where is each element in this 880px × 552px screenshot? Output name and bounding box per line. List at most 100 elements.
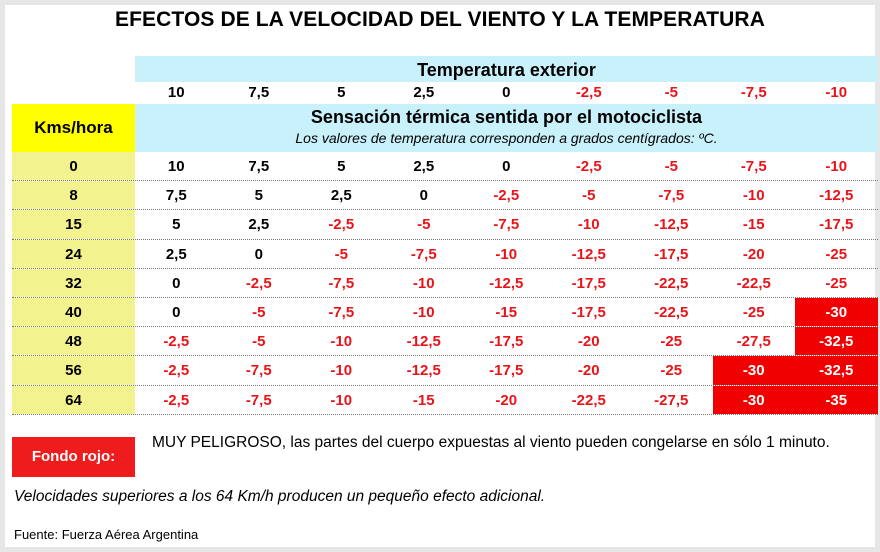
table-row: 64 -2,5 -7,5 -10 -15 -20 -22,5 -27,5 -30 -35 — [12, 385, 878, 415]
sensation-cell: -25 — [660, 362, 683, 380]
table-row: 56 -2,5 -7,5 -10 -12,5 -17,5 -20 -25 -30 -32,5 — [12, 356, 878, 386]
temp-header-cell: 5 — [337, 84, 346, 101]
sensation-cell: -25 — [825, 274, 848, 292]
sensation-cell: -10 — [330, 333, 353, 351]
table-row: 24 2,5 0 -5 -7,5 -10 -12,5 -17,5 -20 -25 — [12, 239, 878, 269]
sensation-cell: -25 — [825, 245, 848, 263]
sensation-cell: -35 — [795, 385, 878, 414]
sensation-cell: -15 — [412, 391, 435, 409]
sensation-cell: 2,5 — [165, 245, 187, 263]
sensation-cell: -20 — [577, 333, 600, 351]
sensation-cell: -7,5 — [245, 362, 272, 380]
sensation-cell: -5 — [582, 187, 596, 205]
legend-description: MUY PELIGROSO, las partes del cuerpo exp… — [152, 434, 830, 451]
sensation-header: Sensación térmica sentida por el motocic… — [135, 104, 878, 152]
sensation-cell: 0 — [172, 304, 181, 321]
temp-header-cell: 10 — [167, 84, 185, 101]
sensation-cell: 7,5 — [165, 187, 187, 205]
sensation-cell: 0 — [419, 187, 428, 205]
sensation-cell: 0 — [502, 158, 511, 175]
sensation-cell: -5 — [252, 333, 266, 351]
sensation-cell: -20 — [577, 362, 600, 380]
sensation-cell: -7,5 — [410, 245, 437, 263]
sensation-cell: -30 — [712, 356, 795, 385]
speed-cell: 40 — [12, 298, 135, 327]
sensation-cell: 2,5 — [330, 187, 352, 205]
sensation-cell: -5 — [252, 304, 266, 321]
sensation-cell: -20 — [495, 391, 518, 409]
sensation-cell: -20 — [742, 245, 765, 263]
sensation-cell: -17,5 — [489, 333, 524, 351]
sensation-cell: 5 — [254, 187, 263, 205]
sensation-cell: -7,5 — [493, 216, 520, 234]
sensation-cell: -32,5 — [795, 356, 878, 385]
sensation-cell: 10 — [167, 158, 185, 175]
table-row: 0 10 7,5 5 2,5 0 -2,5 -5 -7,5 -10 — [12, 152, 878, 182]
sensation-cell: -12,5 — [571, 245, 606, 263]
sensation-cell: -5 — [417, 216, 431, 234]
sensation-cell: -12,5 — [406, 362, 441, 380]
sensation-cell: -7,5 — [245, 391, 272, 409]
sensation-cell: -27,5 — [736, 333, 771, 351]
sensation-cell: -17,5 — [819, 216, 854, 234]
sensation-cell: -32,5 — [795, 327, 878, 356]
sensation-cell: -10 — [742, 187, 765, 205]
speed-cell: 24 — [12, 239, 135, 268]
sensation-cell: -25 — [742, 304, 765, 321]
sensation-cell: -5 — [334, 245, 348, 263]
sensation-cell: -10 — [577, 216, 600, 234]
sensation-cell: -17,5 — [571, 274, 606, 292]
sensation-cell: -2,5 — [163, 391, 190, 409]
sensation-cell: -15 — [742, 216, 765, 234]
speed-cell: 56 — [12, 356, 135, 385]
sensation-cell: 2,5 — [413, 158, 435, 175]
speed-cell: 48 — [12, 327, 135, 356]
legend-red-label: Fondo rojo: — [12, 437, 135, 477]
temp-header-cell: -2,5 — [575, 84, 602, 101]
sensation-cell: -22,5 — [736, 274, 771, 292]
sensation-cell: -2,5 — [493, 187, 520, 205]
temperature-header-row: 10 7,5 5 2,5 0 -2,5 -5 -7,5 -10 — [135, 82, 878, 104]
sensation-cell: -25 — [660, 333, 683, 351]
source-credit: Fuente: Fuerza Aérea Argentina — [14, 527, 199, 542]
table-row: 40 0 -5 -7,5 -10 -15 -17,5 -22,5 -25 -30 — [12, 298, 878, 328]
sensation-cell: -2,5 — [575, 158, 602, 175]
page-title: EFECTOS DE LA VELOCIDAD DEL VIENTO Y LA … — [115, 8, 765, 31]
temp-header-cell: -7,5 — [740, 84, 767, 101]
sensation-cell: -7,5 — [740, 158, 767, 175]
sensation-cell: -10 — [825, 158, 848, 175]
sensation-cell: -30 — [795, 298, 878, 327]
sensation-cell: -22,5 — [571, 391, 606, 409]
sensation-cell: -2,5 — [245, 274, 272, 292]
sensation-cell: 0 — [254, 245, 263, 263]
sensation-cell: -7,5 — [328, 304, 355, 321]
temp-header-cell: -5 — [664, 84, 678, 101]
table-row: 15 5 2,5 -2,5 -5 -7,5 -10 -12,5 -15 -17,5 — [12, 210, 878, 240]
sensation-cell: 7,5 — [248, 158, 270, 175]
table-row: 48 -2,5 -5 -10 -12,5 -17,5 -20 -25 -27,5 -32,5 — [12, 327, 878, 357]
temp-header-cell: -10 — [825, 84, 848, 101]
sensation-cell: -5 — [664, 158, 678, 175]
sensation-cell: -27,5 — [654, 391, 689, 409]
sensation-cell: -10 — [330, 391, 353, 409]
sensation-cell: 5 — [172, 216, 181, 234]
sensation-cell: -7,5 — [328, 274, 355, 292]
temp-header-cell: 0 — [502, 84, 511, 101]
sensation-cell: -12,5 — [819, 187, 854, 205]
sensation-cell: -10 — [412, 304, 435, 321]
sensation-subtitle: Los valores de temperatura corresponden … — [295, 130, 718, 146]
sensation-cell: 0 — [172, 274, 181, 292]
sensation-cell: -30 — [712, 385, 795, 414]
sensation-cell: 5 — [337, 158, 346, 175]
speed-cell: 32 — [12, 268, 135, 297]
sensation-cell: -12,5 — [654, 216, 689, 234]
sensation-cell: -2,5 — [163, 333, 190, 351]
speed-note: Velocidades superiores a los 64 Km/h pro… — [14, 488, 546, 505]
sensation-cell: -12,5 — [406, 333, 441, 351]
speed-cell: 64 — [12, 385, 135, 414]
outside-temp-header: Temperatura exterior — [135, 56, 878, 82]
sensation-cell: -22,5 — [654, 304, 689, 321]
sensation-cell: -2,5 — [163, 362, 190, 380]
sensation-cell: -17,5 — [654, 245, 689, 263]
